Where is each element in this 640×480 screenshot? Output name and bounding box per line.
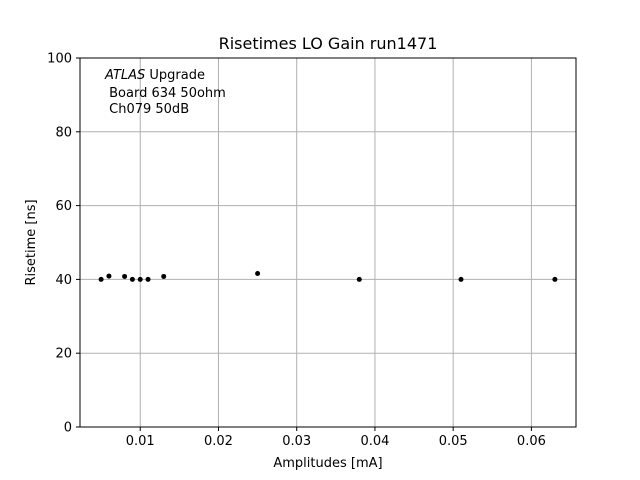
data-point [122,273,128,279]
data-point [137,276,143,282]
chart-title: Risetimes LO Gain run1471 [219,34,438,53]
y-tick-label: 20 [55,347,72,362]
x-tick-label: 0.04 [360,434,389,449]
x-tick-label: 0.06 [517,434,546,449]
x-axis-label: Amplitudes [mA] [273,456,382,471]
data-point [129,276,135,282]
data-point [458,276,464,282]
data-point [161,273,167,279]
annotation-line-2: Board 634 50ohm [105,86,226,101]
x-tick-label: 0.05 [439,434,468,449]
data-point [552,276,558,282]
annotation-line-3: Ch079 50dB [105,102,189,117]
y-axis: 0 20 40 60 80 100 [47,52,80,436]
annotation-line-1: ATLAS Upgrade [104,68,205,83]
data-points [98,270,558,282]
data-point [255,270,261,276]
x-axis: 0.01 0.02 0.03 0.04 0.05 0.06 [126,427,546,449]
y-tick-label: 60 [55,199,72,214]
x-tick-label: 0.02 [204,434,233,449]
y-tick-label: 0 [64,421,72,436]
plot-frame [79,57,577,428]
y-tick-label: 80 [55,125,72,140]
x-tick-label: 0.03 [282,434,311,449]
y-axis-label: Risetime [ns] [24,199,39,285]
data-point [356,276,362,282]
data-point [98,276,104,282]
y-tick-label: 100 [47,52,72,67]
annotation-upgrade: Upgrade [145,68,205,83]
x-tick-label: 0.01 [126,434,155,449]
annotation-atlas: ATLAS [104,68,145,83]
data-point [145,276,151,282]
y-tick-label: 40 [55,273,72,288]
data-point [106,273,112,279]
